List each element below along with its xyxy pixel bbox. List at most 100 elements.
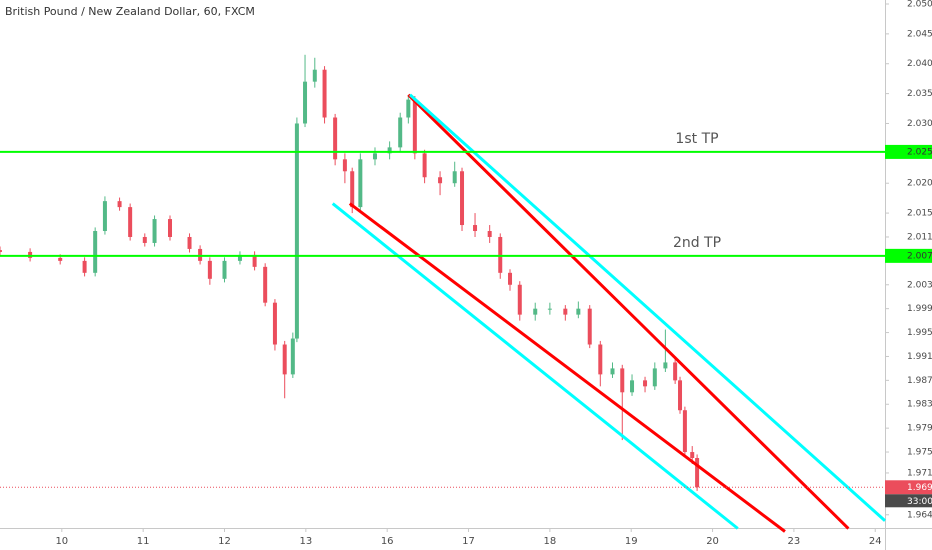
trendline xyxy=(408,93,887,522)
candle-body xyxy=(598,344,603,375)
y-tick-label: 1.97500 xyxy=(907,448,932,458)
y-tick-label: 2.05000 xyxy=(907,0,932,10)
candle-body xyxy=(652,368,657,387)
candle-body xyxy=(387,147,392,154)
candle-body xyxy=(547,308,552,310)
candle-body xyxy=(412,99,417,154)
candle-body xyxy=(563,308,568,315)
y-tick-label: 1.98300 xyxy=(907,400,932,410)
candle-body xyxy=(682,410,687,453)
trendline xyxy=(348,202,786,533)
candle-body xyxy=(168,219,173,237)
candle-body xyxy=(333,117,338,160)
x-tick-label: 13 xyxy=(299,536,312,547)
candle-body xyxy=(533,308,538,315)
x-tick-label: 23 xyxy=(788,536,801,547)
level-price-label: 2.00784 xyxy=(907,251,932,261)
candle-body xyxy=(142,236,147,243)
chart-title: British Pound / New Zealand Dollar, 60, … xyxy=(5,5,255,18)
y-tick-label: 2.01500 xyxy=(907,209,932,219)
candle-body xyxy=(82,260,87,273)
candle-body xyxy=(508,272,513,285)
candle-body xyxy=(460,171,465,226)
candle-body xyxy=(207,260,212,279)
candle-body xyxy=(128,207,133,237)
x-tick-label: 10 xyxy=(55,536,68,547)
level-price-box xyxy=(885,144,932,159)
level-name: 1st TP xyxy=(675,131,718,147)
candle-body xyxy=(117,201,122,208)
candle-body xyxy=(587,308,592,345)
level-name: 2nd TP xyxy=(673,235,721,251)
candle-body xyxy=(610,368,615,375)
candle-body xyxy=(237,254,242,261)
trendline xyxy=(331,202,739,530)
x-tick-label: 18 xyxy=(544,536,557,547)
candle-body xyxy=(252,254,257,267)
x-tick-label: 20 xyxy=(706,536,719,547)
x-tick-label: 19 xyxy=(625,536,638,547)
countdown-box xyxy=(885,494,932,508)
candle-body xyxy=(93,231,98,273)
x-tick-label: 17 xyxy=(462,536,475,547)
candle-body xyxy=(452,171,457,184)
y-tick-label: 1.96450 xyxy=(907,510,932,520)
candle-body xyxy=(487,231,492,237)
candle-body xyxy=(222,260,227,279)
candle-body xyxy=(282,344,287,375)
candle-body xyxy=(630,380,635,393)
candle-body xyxy=(576,308,581,315)
candle-body xyxy=(152,219,157,243)
candle-body xyxy=(398,117,403,148)
candle-body xyxy=(358,159,363,208)
candle-body xyxy=(678,380,683,411)
y-tick-label: 1.97900 xyxy=(907,424,932,434)
y-tick-label: 1.99100 xyxy=(907,352,932,362)
trendline xyxy=(407,93,850,530)
candle-body xyxy=(620,368,625,393)
candle-body xyxy=(294,123,299,339)
candle-body xyxy=(322,69,327,118)
candle-body xyxy=(517,284,522,315)
candle-body xyxy=(58,257,63,261)
candle-body xyxy=(303,81,308,124)
last-price-label: 1.96910 xyxy=(907,483,932,493)
y-tick-label: 1.99900 xyxy=(907,304,932,314)
candle-body xyxy=(342,159,347,172)
y-tick-label: 2.01100 xyxy=(907,232,932,242)
candle-body xyxy=(473,225,478,232)
level-price-box xyxy=(885,248,932,263)
candle-body xyxy=(690,452,695,459)
candle-body xyxy=(0,250,2,252)
candle-body xyxy=(350,171,355,208)
y-tick-label: 2.04500 xyxy=(907,29,932,39)
x-tick-label: 16 xyxy=(381,536,394,547)
y-tick-label: 2.03000 xyxy=(907,119,932,129)
candle-body xyxy=(290,338,295,375)
candle-body xyxy=(312,69,317,82)
x-tick-label: 11 xyxy=(137,536,150,547)
y-tick-label: 2.02000 xyxy=(907,179,932,189)
y-tick-label: 1.99500 xyxy=(907,328,932,338)
candle-body xyxy=(102,201,107,232)
y-tick-label: 2.00300 xyxy=(907,280,932,290)
candle-body xyxy=(406,99,411,118)
candle-body xyxy=(263,266,268,303)
y-tick-label: 1.98700 xyxy=(907,376,932,386)
candle-body xyxy=(695,458,700,488)
candle-body xyxy=(422,153,427,178)
y-tick-label: 2.03500 xyxy=(907,89,932,99)
y-tick-label: 2.04000 xyxy=(907,59,932,69)
candle-body xyxy=(673,362,678,381)
candle-body xyxy=(663,362,668,369)
last-price-box xyxy=(885,480,932,495)
x-tick-label: 12 xyxy=(218,536,231,547)
x-tick-label: 24 xyxy=(869,536,882,547)
level-price-label: 2.02524 xyxy=(907,147,932,157)
plot xyxy=(0,54,887,533)
y-tick-label: 1.97150 xyxy=(907,468,932,478)
countdown: 33:00 xyxy=(907,497,932,507)
